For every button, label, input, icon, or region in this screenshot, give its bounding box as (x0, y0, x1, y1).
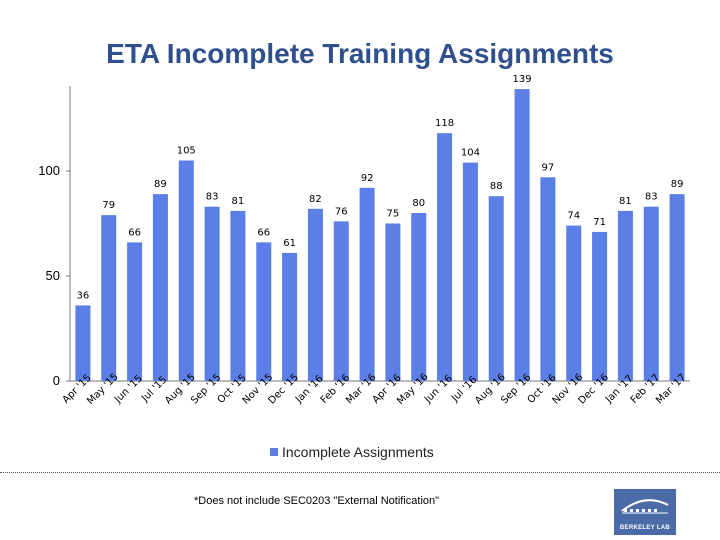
data-label: 76 (335, 206, 348, 217)
data-label: 88 (490, 181, 503, 192)
bar (230, 210, 246, 381)
bar (462, 162, 478, 381)
data-label: 104 (461, 148, 480, 159)
bar (256, 242, 272, 381)
bar (282, 252, 298, 381)
data-label: 74 (567, 211, 580, 222)
bar (437, 133, 453, 381)
data-label: 105 (177, 146, 196, 157)
bar (669, 194, 685, 381)
bar (411, 213, 427, 381)
bar (127, 242, 143, 381)
bar (359, 187, 375, 381)
data-label: 81 (619, 196, 632, 207)
bar (540, 177, 556, 381)
bar (566, 225, 582, 381)
bar (617, 210, 633, 381)
bar (333, 221, 349, 381)
chart-title: ETA Incomplete Training Assignments (106, 38, 614, 69)
bar (385, 223, 401, 381)
data-label: 97 (542, 162, 555, 173)
y-tick-label: 50 (46, 268, 60, 283)
footnote: *Does not include SEC0203 "External Noti… (194, 495, 440, 507)
data-label: 89 (154, 179, 167, 190)
bar (75, 305, 91, 381)
y-tick-label: 0 (53, 373, 60, 388)
data-label: 66 (128, 227, 141, 238)
legend-swatch (270, 448, 278, 456)
legend: Incomplete Assignments (270, 444, 434, 460)
data-label: 82 (309, 194, 322, 205)
divider (0, 472, 720, 473)
data-label: 89 (671, 179, 684, 190)
bar (592, 231, 608, 381)
data-label: 81 (232, 196, 245, 207)
data-label: 71 (593, 217, 606, 228)
bar (204, 206, 220, 381)
building-icon (621, 499, 669, 514)
bar (643, 206, 659, 381)
data-label: 118 (435, 118, 454, 129)
data-label: 66 (257, 227, 270, 238)
bar (514, 89, 530, 381)
data-label: 61 (283, 238, 296, 249)
bar (307, 208, 323, 381)
legend-label: Incomplete Assignments (282, 444, 434, 460)
bar (178, 160, 194, 381)
bar (152, 194, 168, 381)
berkeley-lab-logo: BERKELEY LAB (614, 489, 676, 535)
data-label: 139 (513, 74, 532, 85)
data-label: 83 (206, 192, 219, 203)
bar (488, 196, 504, 381)
data-label: 79 (102, 200, 115, 211)
data-label: 83 (645, 192, 658, 203)
y-tick-label: 100 (38, 163, 60, 178)
data-label: 92 (361, 173, 374, 184)
bar (101, 215, 117, 381)
logo-text: BERKELEY LAB (619, 525, 671, 531)
data-label: 36 (77, 290, 90, 301)
data-label: 80 (412, 198, 425, 209)
data-label: 75 (387, 209, 400, 220)
